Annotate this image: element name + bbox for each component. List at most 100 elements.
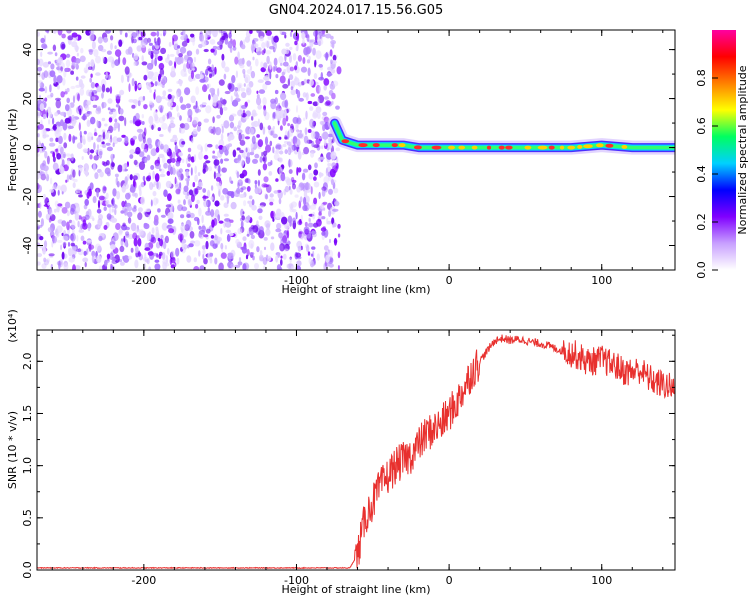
spectrogram-noise-cell <box>232 149 237 158</box>
y-tick-label: -40 <box>21 237 34 255</box>
spectrogram-noise-cell <box>124 136 129 144</box>
spectrogram-noise-cell <box>160 143 164 150</box>
spectrogram-noise-cell <box>257 169 261 176</box>
spectrogram-noise-cell <box>151 45 155 51</box>
spectrogram-noise-cell <box>300 66 308 73</box>
spectrogram-noise-cell <box>58 260 61 270</box>
spectrogram-noise-cell <box>193 56 197 63</box>
spectrogram-noise-cell <box>61 159 65 168</box>
spectrogram-noise-cell <box>162 114 166 122</box>
spectrogram-noise-cell <box>206 83 210 89</box>
spectrogram-noise-cell <box>325 254 330 263</box>
spectrogram-noise-cell <box>44 150 48 159</box>
spectrogram-noise-cell <box>198 151 203 160</box>
spectrogram-noise-cell <box>190 33 195 38</box>
spectrogram-noise-cell <box>46 155 50 165</box>
spectrogram-noise-cell <box>114 204 118 209</box>
spectrogram-noise-cell <box>159 168 162 172</box>
spectrogram-noise-cell <box>106 50 112 55</box>
spectrogram-noise-cell <box>138 30 141 34</box>
spectrogram-noise-cell <box>151 236 157 244</box>
spectrogram-noise-cell <box>275 143 282 150</box>
spectrogram-noise-cell <box>237 109 244 117</box>
spectrogram-noise-cell <box>217 182 222 192</box>
spectrogram-noise-cell <box>75 84 81 88</box>
spectrogram-noise-cell <box>302 168 309 173</box>
spectrogram-noise-cell <box>140 31 146 38</box>
spectrogram-noise-cell <box>56 239 63 243</box>
spectrogram-noise-cell <box>334 200 340 207</box>
spectrogram-noise-cell <box>234 56 239 65</box>
spectrogram-noise-cell <box>200 103 203 109</box>
spectrogram-noise-cell <box>304 182 311 191</box>
spectrogram-noise-cell <box>55 97 61 101</box>
spectrogram-noise-cell <box>238 84 242 89</box>
spectrogram-noise-cell <box>112 188 117 197</box>
spectrogram-noise-cell <box>57 56 64 64</box>
spectrogram-noise-cell <box>71 41 78 48</box>
spectrogram-noise-cell <box>319 120 326 125</box>
spectrogram-noise-cell <box>333 187 339 194</box>
spectrogram-noise-cell <box>248 200 253 208</box>
spectrogram-noise-cell <box>297 82 303 87</box>
spectrogram-noise-cell <box>287 123 290 127</box>
spectrogram-noise-cell <box>97 222 101 229</box>
spectrogram-noise-cell <box>38 94 42 101</box>
spectrogram-noise-cell <box>48 253 55 257</box>
spectrogram-noise-cell <box>299 196 303 203</box>
spectrogram-noise-cell <box>242 68 246 75</box>
spectrogram-noise-cell <box>265 144 271 153</box>
spectrogram-noise-cell <box>127 46 133 55</box>
spectrogram-noise-cell <box>87 222 91 232</box>
spectrogram-noise-cell <box>187 163 191 168</box>
spectrogram-peak <box>605 143 614 148</box>
spectrogram-noise-cell <box>291 30 293 33</box>
spectrogram-noise-cell <box>226 233 231 242</box>
spectrogram-noise-cell <box>37 171 40 180</box>
spectrogram-noise-cell <box>268 171 273 176</box>
spectrogram-noise-cell <box>150 71 154 77</box>
spectrogram-noise-cell <box>217 41 223 46</box>
spectrogram-noise-cell <box>170 120 174 124</box>
spectrogram-noise-cell <box>67 35 74 41</box>
spectrogram-noise-cell <box>160 214 166 218</box>
spectrogram-noise-cell <box>275 178 279 182</box>
spectrogram-noise-cell <box>161 96 166 100</box>
spectrogram-noise-cell <box>204 143 208 152</box>
spectrogram-noise-cell <box>89 182 94 190</box>
spectrogram-noise-cell <box>180 56 184 64</box>
spectrogram-noise-cell <box>337 265 340 270</box>
spectrogram-noise-cell <box>205 105 212 114</box>
spectrogram-noise-cell <box>195 203 199 209</box>
spectrogram-noise-cell <box>146 137 152 145</box>
spectrogram-noise-cell <box>51 241 54 248</box>
spectrogram-frame <box>36 29 676 271</box>
spectrogram-noise-cell <box>281 71 285 76</box>
spectrogram-noise-cell <box>246 186 251 192</box>
spectrogram-noise-cell <box>72 245 75 251</box>
spectrogram-noise-cell <box>41 72 46 80</box>
spectrogram-noise-cell <box>89 32 95 42</box>
spectrogram-noise-cell <box>299 129 302 134</box>
spectrogram-noise-cell <box>112 154 115 159</box>
spectrogram-noise-cell <box>69 103 71 112</box>
spectrogram-noise-cell <box>80 223 83 230</box>
spectrogram-noise-cell <box>131 104 136 109</box>
spectrogram-noise-cell <box>154 37 157 44</box>
spectrogram-noise-cell <box>80 75 86 79</box>
spectrogram-noise-cell <box>67 125 74 129</box>
spectrogram-noise-cell <box>118 115 125 122</box>
spectrogram-noise-cell <box>327 66 333 71</box>
colorbar-ticks: 0.0 0.2 0.4 0.6 0.8 <box>695 69 718 279</box>
spectrogram-noise-cell <box>129 120 134 124</box>
spectrogram-noise-cell <box>91 90 98 94</box>
spectrogram-noise-cell <box>105 142 111 146</box>
spectrogram-noise-cell <box>153 110 158 119</box>
spectrogram-noise-cell <box>158 62 165 70</box>
spectrogram-noise-cell <box>37 58 41 66</box>
spectrogram-noise-cell <box>332 80 339 87</box>
spectrogram-noise-cell <box>153 49 160 55</box>
spectrogram-noise-cell <box>264 80 272 86</box>
spectrogram-noise-cell <box>108 207 112 215</box>
spectrogram-noise-cell <box>246 152 250 158</box>
